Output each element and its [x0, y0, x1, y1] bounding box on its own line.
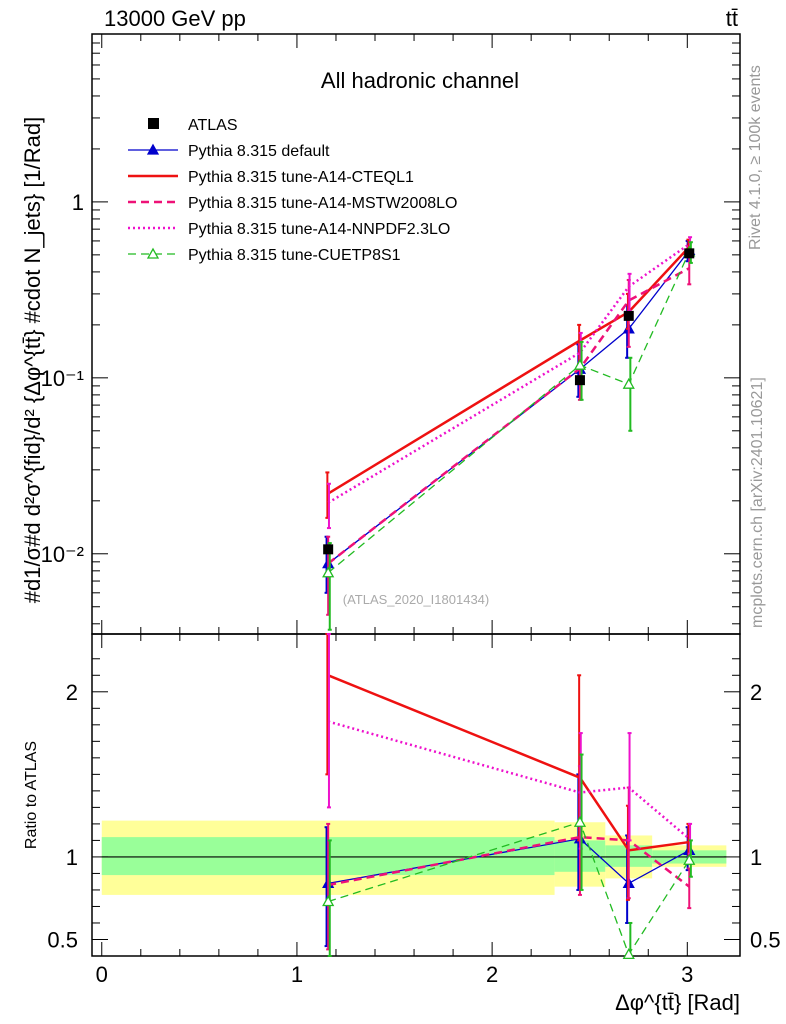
ratio-series-line-pythia-8-315-tune-a14-nnpdf2-3lo: [327, 720, 691, 840]
atlas-data-point: [623, 310, 634, 321]
legend-label-pythia-8-315-tune-a14-nnpdf2-3lo: Pythia 8.315 tune-A14-NNPDF2.3LO: [188, 221, 450, 238]
x-tick-label: 3: [681, 962, 693, 987]
legend-marker-pythia-8-315-tune-cuetp8s1: [146, 247, 160, 259]
x-axis-label: Δφ^{tt̄} [Rad]: [615, 990, 740, 1015]
legend-label-pythia-8-315-tune-cuetp8s1: Pythia 8.315 tune-CUETP8S1: [188, 247, 401, 264]
x-tick-label: 1: [291, 962, 303, 987]
ratio-y-tick-label-right: 0.5: [750, 927, 781, 952]
ratio-series-line-pythia-8-315-tune-a14-cteql1: [327, 674, 690, 852]
main-marker-pythia-8-315-tune-cuetp8s1: [622, 377, 635, 389]
legend-label-pythia-8-315-default: Pythia 8.315 default: [188, 143, 330, 160]
legend-label-pythia-8-315-tune-a14-mstw2008lo: Pythia 8.315 tune-A14-MSTW2008LO: [188, 195, 457, 212]
rivet-version-label: Rivet 4.1.0, ≥ 100k events: [747, 65, 764, 250]
main-y-tick-label: 1: [72, 190, 84, 215]
main-plot-title: All hadronic channel: [321, 68, 519, 93]
legend-marker-atlas: [148, 118, 159, 129]
energy-label: 13000 GeV pp: [104, 6, 246, 31]
main-y-tick-label: 10⁻¹: [41, 366, 84, 391]
mcplots-label: mcplots.cern.ch [arXiv:2401.10621]: [749, 377, 766, 628]
ratio-marker-pythia-8-315-tune-cuetp8s1: [683, 853, 696, 865]
main-series-line-pythia-8-315-tune-a14-nnpdf2-3lo: [327, 243, 690, 504]
ratio-series-line-pythia-8-315-tune-cuetp8s1: [327, 821, 690, 956]
ratio-y-axis-label: Ratio to ATLAS: [23, 741, 40, 849]
ratio-y-tick-label-right: 2: [750, 680, 762, 705]
process-label: tt̄: [726, 6, 738, 31]
legend-label-atlas: ATLAS: [188, 117, 238, 134]
main-plot-panel: All hadronic channel (ATLAS_2020_I180143…: [20, 33, 741, 635]
ratio-series-line-pythia-8-315-default: [328, 838, 690, 885]
legend: ATLAS Pythia 8.315 default Pythia 8.315 tu…: [128, 117, 457, 264]
legend-label-pythia-8-315-tune-a14-cteql1: Pythia 8.315 tune-A14-CTEQL1: [188, 169, 414, 186]
main-series-line-pythia-8-315-tune-cuetp8s1: [327, 251, 690, 574]
ratio-marker-pythia-8-315-tune-cuetp8s1: [573, 815, 587, 827]
ratio-y-tick-label: 2: [66, 680, 78, 705]
analysis-id-label: (ATLAS_2020_I1801434): [343, 592, 489, 607]
legend-marker-pythia-8-315-default: [146, 143, 160, 155]
main-y-axis-label: #d1/σ#d d²σ^{fid}/d² {Δφ^{tt̄} #cdot N_j…: [20, 117, 45, 604]
ratio-y-tick-label: 1: [66, 845, 78, 870]
main-marker-pythia-8-315-tune-cuetp8s1: [573, 358, 587, 370]
atlas-data-point: [574, 375, 585, 386]
ratio-series-line-pythia-8-315-tune-a14-mstw2008lo: [327, 835, 691, 888]
x-tick-label: 2: [486, 962, 498, 987]
ratio-marker-pythia-8-315-tune-cuetp8s1: [622, 948, 635, 959]
main-series-line-pythia-8-315-tune-a14-cteql1: [327, 246, 691, 495]
ratio-plot-frame: [91, 633, 741, 957]
atlas-data-point: [684, 248, 695, 259]
main-marker-pythia-8-315-tune-cuetp8s1: [322, 566, 335, 578]
ratio-y-tick-label-right: 1: [750, 845, 762, 870]
ratio-plot-panel: 0 1 2 3 0.5 0.5 1 1 2 2 Ratio to ATLAS Δφ^{tt̄} […: [23, 633, 781, 1015]
main-series-line-pythia-8-315-tune-a14-mstw2008lo: [327, 267, 690, 565]
main-y-tick-label: 10⁻²: [41, 542, 84, 567]
atlas-data-point: [323, 544, 334, 555]
ratio-y-tick-label: 0.5: [47, 927, 78, 952]
x-tick-label: 0: [96, 962, 108, 987]
ratio-marker-pythia-8-315-tune-cuetp8s1: [322, 895, 335, 907]
